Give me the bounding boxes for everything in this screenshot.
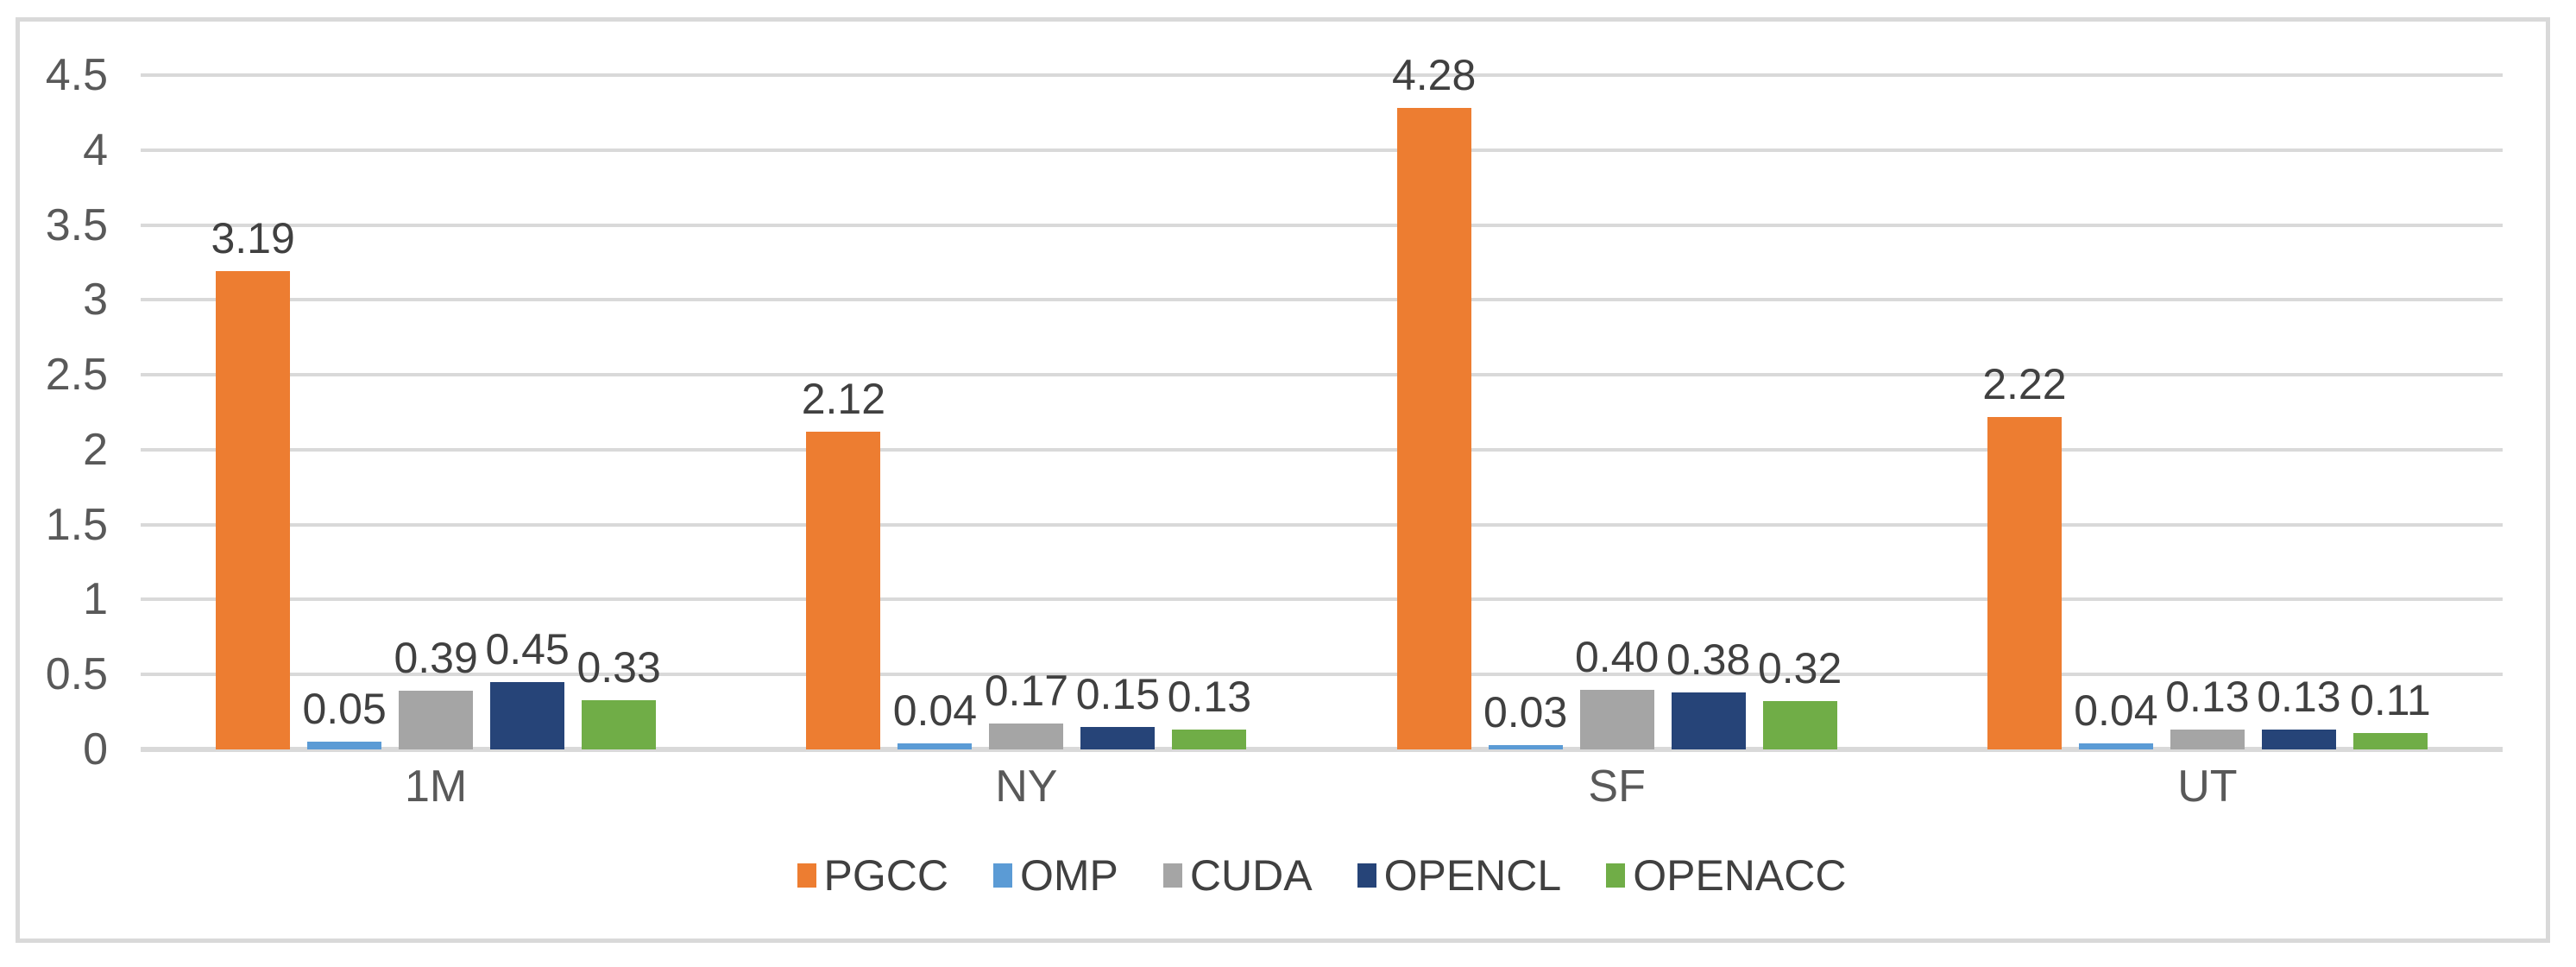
y-axis-tick-label: 0.5 — [45, 649, 108, 700]
gridline — [141, 597, 2503, 602]
bar-omp-ny — [898, 743, 973, 749]
data-label-openacc-sf: 0.32 — [1757, 644, 1842, 692]
gridline — [141, 148, 2503, 152]
legend-label: PGCC — [823, 851, 948, 900]
legend-item-openacc: OPENACC — [1606, 851, 1846, 900]
legend-swatch-openacc-icon — [1606, 863, 1626, 888]
y-axis-tick-label: 4 — [83, 124, 108, 175]
bar-cuda-sf — [1579, 690, 1654, 749]
bar-openacc-sf — [1762, 701, 1837, 749]
x-axis-category-label: NY — [995, 762, 1058, 812]
gridline — [141, 73, 2503, 77]
legend-label: CUDA — [1189, 851, 1313, 900]
data-label-pgcc-sf: 4.28 — [1391, 51, 1477, 99]
bar-openacc-1m — [582, 700, 657, 749]
bar-cuda-ut — [2170, 730, 2245, 749]
data-label-omp-ut: 0.04 — [2074, 686, 2158, 735]
y-axis-tick-label: 1 — [83, 574, 108, 625]
data-label-opencl-sf: 0.38 — [1666, 635, 1751, 684]
y-axis-tick-label: 2.5 — [45, 350, 108, 401]
bar-omp-sf — [1488, 745, 1563, 749]
data-label-openacc-ny: 0.13 — [1167, 673, 1252, 721]
legend-swatch-opencl-icon — [1357, 863, 1376, 888]
bar-pgcc-sf — [1396, 108, 1471, 749]
gridline — [141, 447, 2503, 452]
gridline — [141, 673, 2503, 677]
gridline — [141, 522, 2503, 527]
bar-opencl-ny — [1080, 727, 1156, 749]
legend-item-opencl: OPENCL — [1357, 851, 1562, 900]
bar-opencl-1m — [490, 682, 565, 749]
legend-item-omp: OMP — [992, 851, 1118, 900]
chart-frame — [16, 17, 2550, 943]
x-axis-line — [141, 747, 2503, 752]
y-axis-tick-label: 1.5 — [45, 499, 108, 550]
data-label-pgcc-ny: 2.12 — [801, 375, 886, 423]
bar-pgcc-ut — [1987, 417, 2062, 749]
data-label-pgcc-ut: 2.22 — [1982, 360, 2067, 408]
bar-openacc-ut — [2352, 733, 2428, 749]
x-axis-category-label: UT — [2177, 762, 2238, 812]
data-label-opencl-ny: 0.15 — [1075, 670, 1161, 718]
legend-label: OPENACC — [1633, 851, 1847, 900]
data-label-openacc-1m: 0.33 — [576, 643, 661, 692]
data-label-cuda-sf: 0.40 — [1574, 633, 1660, 681]
y-axis-tick-label: 4.5 — [45, 50, 108, 100]
data-label-omp-sf: 0.03 — [1483, 688, 1568, 736]
y-axis-tick-label: 2 — [83, 424, 108, 475]
bar-pgcc-1m — [216, 271, 291, 749]
data-label-cuda-ny: 0.17 — [984, 667, 1069, 715]
legend-label: OPENCL — [1383, 851, 1562, 900]
gridline — [141, 298, 2503, 302]
data-label-pgcc-1m: 3.19 — [211, 214, 295, 262]
legend-swatch-cuda-icon — [1162, 863, 1182, 888]
y-axis-tick-label: 0 — [83, 724, 108, 774]
bar-omp-ut — [2078, 743, 2153, 749]
chart-legend: PGCC OMP CUDA OPENCL OPENACC — [141, 851, 2503, 900]
bar-cuda-ny — [989, 724, 1064, 749]
legend-item-pgcc: PGCC — [797, 851, 948, 900]
gridline — [141, 223, 2503, 227]
gridline — [141, 373, 2503, 377]
bar-omp-1m — [307, 742, 382, 749]
data-label-opencl-1m: 0.45 — [485, 625, 570, 673]
data-label-cuda-ut: 0.13 — [2165, 673, 2250, 721]
bar-opencl-ut — [2261, 730, 2336, 749]
data-label-omp-1m: 0.05 — [302, 685, 387, 733]
legend-item-cuda: CUDA — [1162, 851, 1313, 900]
y-axis-tick-label: 3.5 — [45, 199, 108, 250]
bar-opencl-sf — [1671, 692, 1746, 749]
legend-swatch-omp-icon — [992, 863, 1012, 888]
data-label-opencl-ut: 0.13 — [2257, 673, 2341, 721]
data-label-cuda-1m: 0.39 — [394, 634, 478, 682]
legend-label: OMP — [1019, 851, 1118, 900]
x-axis-category-label: SF — [1588, 762, 1646, 812]
bar-pgcc-ny — [806, 432, 881, 749]
y-axis-tick-label: 3 — [83, 275, 108, 325]
bar-cuda-1m — [399, 691, 474, 749]
x-axis-category-label: 1M — [405, 762, 468, 812]
data-label-openacc-ut: 0.11 — [2350, 676, 2431, 724]
legend-swatch-pgcc-icon — [797, 863, 816, 888]
data-label-omp-ny: 0.04 — [892, 686, 978, 735]
bar-openacc-ny — [1172, 730, 1247, 749]
